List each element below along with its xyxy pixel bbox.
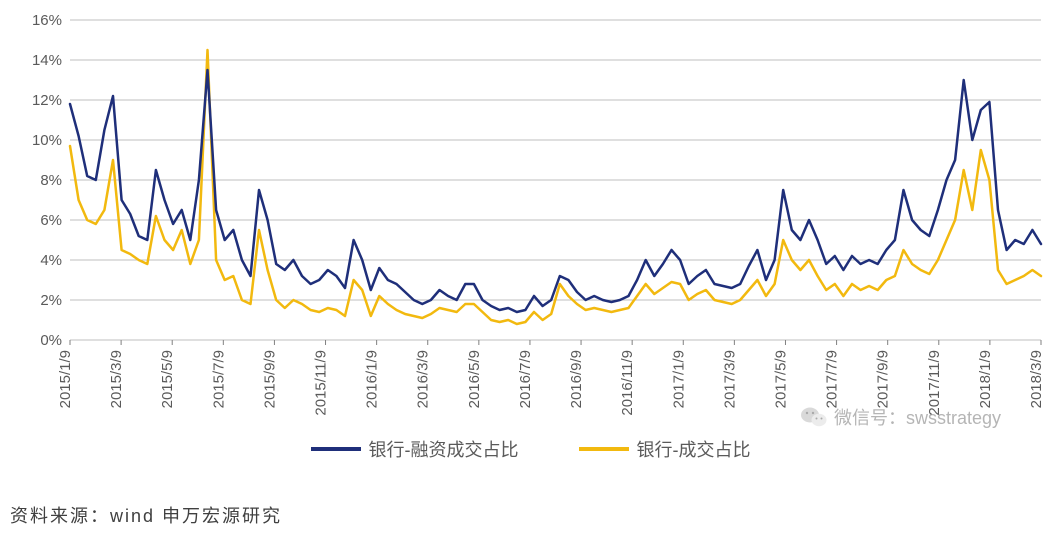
legend-item: 银行-融资成交占比: [311, 436, 519, 462]
chart-legend: 银行-融资成交占比 银行-成交占比: [10, 436, 1051, 462]
svg-text:2015/5/9: 2015/5/9: [159, 350, 176, 408]
svg-text:0%: 0%: [40, 332, 62, 349]
svg-text:2015/11/9: 2015/11/9: [313, 350, 330, 416]
svg-text:2017/3/9: 2017/3/9: [721, 350, 738, 408]
chart-container: 0% 2% 4% 6% 8% 10% 12% 14% 16% 2015/1/9 2015/3/9 20…: [10, 10, 1051, 430]
svg-text:2016/9/9: 2016/9/9: [568, 350, 585, 408]
watermark-text: 微信号：swsstrategy: [834, 404, 1001, 430]
svg-text:16%: 16%: [32, 12, 62, 29]
svg-text:2018/3/9: 2018/3/9: [1028, 350, 1045, 408]
svg-text:2015/3/9: 2015/3/9: [108, 350, 125, 408]
svg-text:2016/1/9: 2016/1/9: [364, 350, 381, 408]
svg-text:2016/7/9: 2016/7/9: [517, 350, 534, 408]
svg-text:2017/9/9: 2017/9/9: [875, 350, 892, 408]
svg-text:4%: 4%: [40, 252, 62, 269]
svg-text:2015/1/9: 2015/1/9: [57, 350, 74, 408]
svg-text:2017/7/9: 2017/7/9: [824, 350, 841, 408]
svg-text:2016/5/9: 2016/5/9: [466, 350, 483, 408]
legend-label: 银行-成交占比: [637, 436, 751, 462]
svg-text:2017/5/9: 2017/5/9: [772, 350, 789, 408]
wechat-icon: [800, 405, 828, 429]
svg-text:6%: 6%: [40, 212, 62, 229]
svg-text:10%: 10%: [32, 132, 62, 149]
svg-text:2015/9/9: 2015/9/9: [261, 350, 278, 408]
svg-text:2015/7/9: 2015/7/9: [210, 350, 227, 408]
svg-text:2018/1/9: 2018/1/9: [977, 350, 994, 408]
svg-text:2016/11/9: 2016/11/9: [619, 350, 636, 416]
wechat-watermark: 微信号：swsstrategy: [800, 404, 1001, 430]
svg-text:12%: 12%: [32, 92, 62, 109]
svg-text:2017/1/9: 2017/1/9: [670, 350, 687, 408]
source-attribution: 资料来源：wind 申万宏源研究: [10, 502, 1051, 528]
legend-item: 银行-成交占比: [579, 436, 751, 462]
svg-text:8%: 8%: [40, 172, 62, 189]
svg-text:2%: 2%: [40, 292, 62, 309]
source-text: 资料来源：wind 申万宏源研究: [10, 506, 282, 526]
legend-swatch: [579, 447, 629, 451]
svg-text:2016/3/9: 2016/3/9: [415, 350, 432, 408]
legend-swatch: [311, 447, 361, 451]
legend-label: 银行-融资成交占比: [369, 436, 519, 462]
line-chart: 0% 2% 4% 6% 8% 10% 12% 14% 16% 2015/1/9 2015/3/9 20…: [10, 10, 1051, 430]
svg-text:14%: 14%: [32, 52, 62, 69]
